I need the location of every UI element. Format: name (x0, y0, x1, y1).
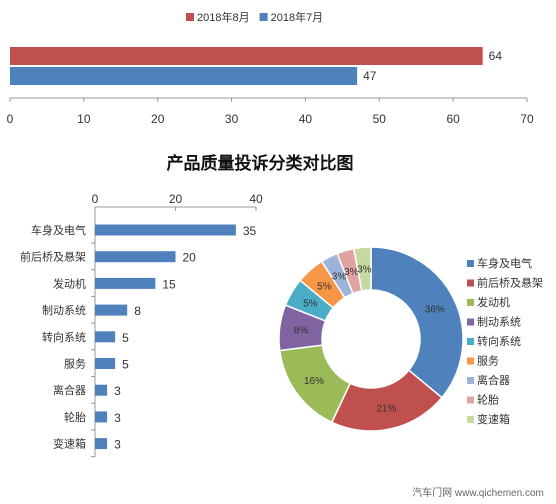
category-label-7: 轮胎 (64, 410, 86, 424)
donut-legend-label-3: 制动系统 (477, 316, 521, 329)
x-tick-label-6: 60 (446, 112, 460, 126)
category-label-8: 变速箱 (53, 437, 86, 451)
category-label-4: 转向系统 (42, 330, 86, 344)
donut-slice-0 (370, 246, 464, 399)
watermark-text: 汽车门网 www.qichemen.com (412, 486, 544, 499)
donut-legend-label-4: 转向系统 (477, 334, 521, 348)
category-value-3: 8 (134, 304, 141, 318)
donut-legend-label-2: 发动机 (477, 295, 510, 309)
category-value-2: 15 (162, 277, 176, 291)
donut-label-7: 3% (344, 267, 359, 278)
bar-value-1: 47 (363, 69, 377, 83)
donut-legend-swatch-1 (467, 279, 474, 287)
donut-label-0: 36% (425, 304, 445, 315)
donut-slice-8 (352, 246, 372, 292)
legend-swatch-1 (259, 13, 268, 21)
category-bar-1 (95, 251, 176, 263)
category-bar-8 (95, 438, 108, 450)
category-bar-6 (95, 384, 108, 396)
category-bar-0 (95, 224, 236, 236)
legend-label-0: 2018年8月 (197, 10, 250, 24)
x-tick-label-3: 30 (225, 112, 239, 126)
category-bar-7 (95, 411, 108, 423)
category-value-8: 3 (114, 438, 121, 452)
x-tick-label-0: 0 (7, 112, 14, 126)
donut-label-4: 5% (303, 299, 318, 310)
donut-legend-label-8: 变速箱 (477, 412, 510, 426)
donut-legend-label-6: 离合器 (477, 373, 510, 387)
category-label-5: 服务 (64, 358, 86, 371)
x-tick-label-5: 50 (373, 112, 387, 126)
category-label-2: 发动机 (53, 276, 86, 290)
x-tick-label-7: 70 (520, 112, 534, 126)
category-value-5: 5 (122, 358, 129, 372)
donut-legend-label-7: 轮胎 (477, 393, 499, 407)
donut-legend-swatch-7 (467, 396, 474, 404)
bar-0 (10, 47, 483, 65)
donut-label-1: 21% (376, 403, 396, 414)
top-tick-label-0: 0 (92, 192, 99, 206)
category-label-3: 制动系统 (42, 304, 86, 317)
donut-legend-swatch-4 (467, 338, 474, 345)
donut-legend-swatch-8 (467, 416, 474, 423)
x-tick-label-2: 20 (151, 112, 165, 126)
donut-legend-label-0: 车身及电气 (477, 256, 532, 270)
donut-legend-swatch-3 (467, 318, 474, 326)
donut-legend-swatch-0 (467, 260, 474, 267)
donut-label-8: 3% (357, 264, 372, 275)
category-bar-3 (95, 304, 128, 316)
page-title: 产品质量投诉分类对比图 (167, 153, 354, 173)
category-label-1: 前后桥及悬架 (20, 250, 86, 264)
donut-label-2: 16% (304, 376, 324, 387)
legend-label-1: 2018年7月 (271, 10, 324, 24)
bar-value-0: 64 (489, 49, 503, 63)
donut-legend-swatch-6 (467, 377, 474, 384)
category-label-0: 车身及电气 (31, 223, 86, 237)
top-tick-label-1: 20 (169, 192, 183, 206)
category-bar-4 (95, 331, 116, 343)
donut-label-6: 3% (332, 272, 347, 283)
donut-legend-label-1: 前后桥及悬架 (477, 276, 543, 290)
category-value-1: 20 (183, 251, 197, 265)
category-bar-2 (95, 277, 156, 289)
donut-label-5: 5% (317, 282, 332, 293)
category-value-0: 35 (243, 224, 257, 238)
category-value-6: 3 (114, 384, 121, 398)
donut-legend-swatch-2 (467, 299, 474, 306)
x-tick-label-1: 10 (77, 112, 91, 126)
bar-1 (10, 67, 358, 85)
category-label-6: 离合器 (53, 383, 86, 397)
x-tick-label-4: 40 (299, 112, 313, 126)
top-tick-label-2: 40 (249, 192, 263, 206)
donut-legend-label-5: 服务 (477, 355, 499, 368)
donut-legend-swatch-5 (467, 357, 474, 365)
donut-label-3: 8% (294, 326, 309, 337)
category-value-7: 3 (114, 411, 121, 425)
legend-swatch-0 (186, 13, 194, 21)
category-bar-5 (95, 358, 116, 369)
category-value-4: 5 (122, 331, 129, 345)
